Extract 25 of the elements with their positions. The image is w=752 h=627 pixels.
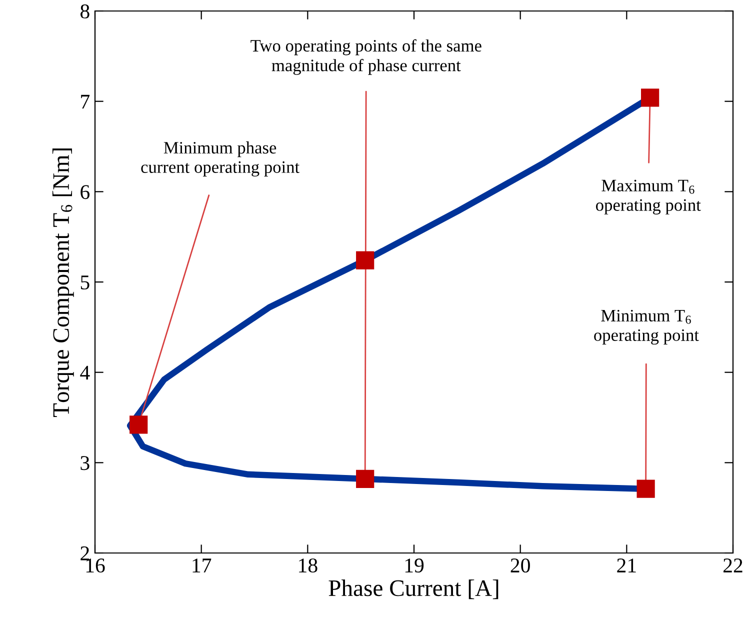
x-tick-label: 16	[86, 558, 105, 573]
point	[356, 251, 374, 270]
point	[356, 470, 374, 488]
y-tick-label: 3	[80, 456, 90, 470]
x-tick-label: 18	[299, 558, 318, 573]
y-tick-label: 7	[81, 94, 90, 109]
x-tick-label: 22	[724, 558, 742, 572]
y-tick-label: 8	[80, 4, 90, 18]
y-tick-label: 6	[80, 185, 90, 200]
y-tick-label: 2	[80, 546, 89, 560]
point	[130, 416, 148, 434]
point	[636, 480, 655, 498]
point	[641, 88, 660, 107]
annotation: Two operating points of the same magnitude of phase current	[250, 39, 482, 75]
annotation: Maximum T$_{6}$ operating point	[596, 180, 701, 214]
y-tick-label: 4	[80, 366, 90, 380]
y-axis-title: Torque Component T$_{6}$ [Nm]	[52, 148, 74, 417]
x-tick-label: 20	[510, 558, 530, 573]
annotation: Minimum phase current operating point	[141, 141, 300, 177]
annotation: Minimum T$_{6}$ operating point	[594, 310, 699, 345]
x-tick-label: 21	[617, 558, 636, 572]
x-axis-title: Phase Current [A]	[328, 580, 498, 600]
x-tick-label: 17	[192, 558, 212, 572]
y-tick-label: 5	[80, 276, 90, 290]
x-tick-label: 19	[405, 558, 424, 573]
